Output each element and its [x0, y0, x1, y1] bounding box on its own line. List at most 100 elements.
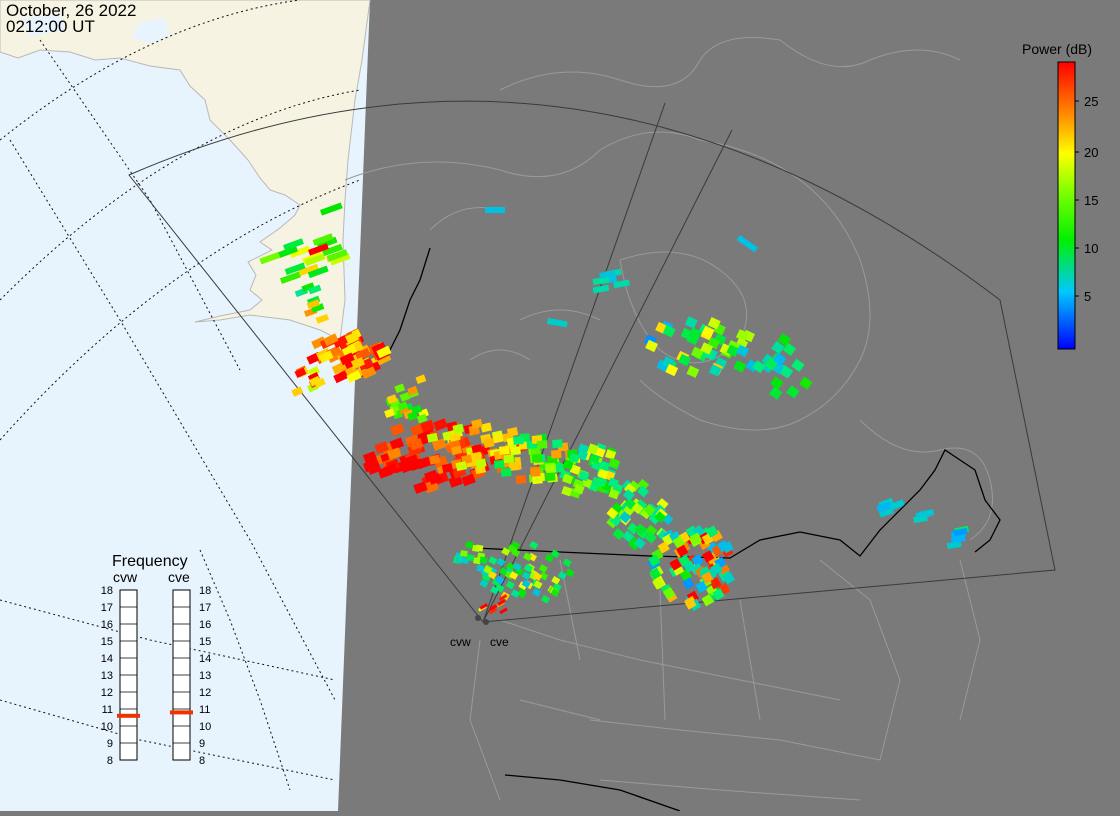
scatter-cell [465, 541, 474, 549]
scatter-cell [635, 499, 648, 512]
scatter-cell [323, 333, 339, 347]
scatter-cell [799, 376, 813, 390]
scatter-cell [613, 279, 630, 289]
scatter-cell [487, 570, 497, 580]
scatter-cell [488, 607, 498, 615]
frequency-label-right: 9 [199, 738, 205, 750]
scatter-cell [712, 588, 725, 601]
scatter-cell [480, 422, 492, 433]
scatter-cell [329, 253, 351, 266]
scatter-cell [540, 594, 550, 604]
scatter-cell [308, 366, 321, 377]
scatter-cell [599, 270, 616, 280]
scatter-cell [493, 459, 505, 469]
scatter-cell [510, 446, 521, 456]
scatter-cell [950, 534, 966, 544]
scatter-cell [637, 485, 650, 498]
scatter-cell [289, 245, 311, 259]
scatter-cell [448, 475, 463, 488]
scatter-cell [611, 502, 624, 515]
scatter-cell [315, 313, 330, 324]
scatter-cell [598, 460, 610, 472]
scatter-cell [284, 262, 306, 275]
scatter-cell [619, 511, 632, 524]
scatter-cell [553, 463, 565, 473]
scatter-cell [367, 462, 382, 475]
scatter-cell [532, 588, 542, 597]
frequency-label-right: 12 [199, 687, 211, 699]
scatter-cell [466, 554, 475, 562]
scatter-cell [752, 360, 766, 374]
scatter-cell [371, 341, 387, 355]
scatter-cell [320, 202, 343, 216]
scatter-cell [562, 473, 574, 485]
scatter-cell [509, 571, 519, 580]
scatter-cell [597, 468, 609, 480]
scatter-cell [608, 457, 620, 469]
scatter-cell [485, 207, 505, 213]
scatter-cell [733, 360, 747, 373]
frequency-column-cvw: cvw [113, 569, 138, 585]
scatter-cell [455, 556, 464, 564]
scatter-cell [529, 540, 539, 550]
scatter-cell [483, 438, 495, 449]
frequency-label-left: 15 [101, 636, 113, 648]
scatter-cell [550, 549, 560, 559]
scatter-cell [355, 347, 371, 361]
scatter-cell [672, 535, 685, 549]
scatter-cell [523, 563, 533, 573]
scatter-cell [488, 604, 498, 611]
scatter-cell [455, 461, 468, 472]
frequency-label-right: 14 [199, 653, 211, 665]
scatter-cell [639, 507, 652, 520]
scatter-cell [308, 284, 322, 295]
scatter-cell [680, 327, 694, 341]
country-borders [384, 247, 1001, 812]
scatter-cell [307, 265, 329, 279]
scatter-cell [410, 423, 425, 437]
frequency-label-right: 16 [199, 619, 211, 631]
scatter-cell [536, 440, 548, 449]
scatter-cell [384, 408, 395, 418]
scatter-cell [684, 597, 697, 610]
scatter-cell [710, 562, 723, 576]
radar-label-cvw: cvw [450, 635, 471, 649]
scatter-cell [291, 386, 304, 397]
scatter-cell [662, 587, 676, 600]
scatter-cell [623, 503, 636, 516]
scatter-cell [562, 558, 572, 567]
scatter-cell [298, 263, 319, 277]
island [132, 18, 170, 44]
scatter-cell [771, 341, 785, 355]
scatter-cell [644, 531, 657, 544]
scatter-cell [471, 418, 483, 429]
scatter-cell [684, 316, 698, 329]
scatter-cell [450, 445, 463, 456]
scatter-cell [777, 333, 792, 347]
colorbar-title: Power (dB) [1022, 41, 1092, 57]
scatter-cell [505, 580, 515, 590]
scatter-cell [321, 243, 343, 257]
scatter-cell [521, 579, 531, 589]
scatter-cell [946, 540, 962, 550]
scatter-cells [259, 202, 969, 615]
scatter-cell [386, 447, 402, 461]
scatter-cell [652, 577, 665, 590]
scatter-cell [622, 530, 635, 543]
scatter-cell [518, 581, 528, 591]
scatter-cell [573, 483, 585, 495]
scatter-cell [499, 445, 510, 455]
frequency-scales: 18 18 17 17 16 16 15 15 14 14 13 13 12 12 11 11 10 10 9 9 8 8 [101, 585, 212, 767]
colorbar-tick-label: 10 [1084, 241, 1098, 256]
scatter-cell [343, 331, 360, 345]
scatter-cell [490, 585, 500, 595]
scatter-cell [913, 514, 928, 524]
scatter-cell [702, 550, 715, 563]
scatter-cell [691, 554, 704, 567]
scatter-cell [500, 468, 512, 477]
scatter-cell [479, 579, 489, 588]
scatter-cell [645, 524, 658, 537]
scatter-cell [361, 366, 377, 380]
scatter-cell [634, 523, 647, 536]
